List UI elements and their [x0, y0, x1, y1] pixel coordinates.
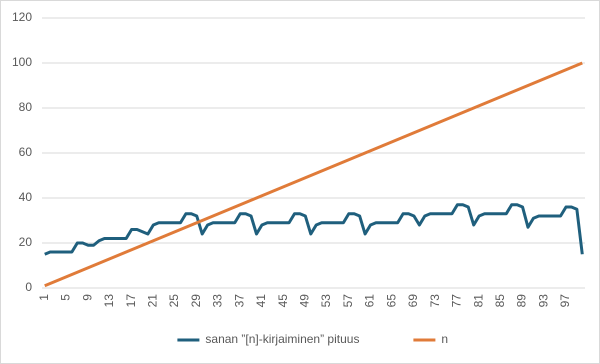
x-tick-label: 73: [428, 294, 442, 308]
y-tick-label: 20: [19, 235, 33, 249]
series-line: [44, 203, 584, 256]
y-tick-label: 60: [19, 145, 33, 159]
x-tick-label: 97: [558, 294, 572, 308]
x-tick-label: 85: [493, 294, 507, 308]
y-tick-label: 100: [12, 55, 32, 69]
x-tick-label: 5: [59, 294, 73, 301]
x-tick-label: 33: [211, 294, 225, 308]
x-tick-label: 61: [363, 294, 377, 308]
x-tick-label: 21: [145, 294, 159, 308]
x-tick-label: 65: [384, 294, 398, 308]
x-tick-label: 17: [124, 294, 138, 308]
x-tick-label: 81: [471, 294, 485, 308]
x-tick-label: 93: [536, 294, 550, 308]
x-tick-label: 89: [515, 294, 529, 308]
x-tick-label: 37: [232, 294, 246, 308]
x-tick-label: 49: [298, 294, 312, 308]
x-tick-label: 25: [167, 294, 181, 308]
x-tick-label: 41: [254, 294, 268, 308]
x-tick-label: 77: [450, 294, 464, 308]
x-tick-label: 1: [37, 294, 51, 301]
y-tick-label: 40: [19, 190, 33, 204]
x-tick-label: 29: [189, 294, 203, 308]
x-tick-label: 69: [406, 294, 420, 308]
x-tick-label: 13: [102, 294, 116, 308]
x-tick-label: 57: [341, 294, 355, 308]
y-tick-label: 0: [25, 280, 32, 294]
legend-label: n: [441, 332, 448, 346]
x-tick-label: 45: [276, 294, 290, 308]
x-tick-label: 53: [319, 294, 333, 308]
series-line: [44, 61, 583, 288]
y-tick-label: 120: [12, 10, 32, 24]
x-tick-label: 9: [80, 294, 94, 301]
y-tick-label: 80: [19, 100, 33, 114]
legend-label: sanan ”[n]-kirjaiminen” pituus: [205, 332, 359, 346]
